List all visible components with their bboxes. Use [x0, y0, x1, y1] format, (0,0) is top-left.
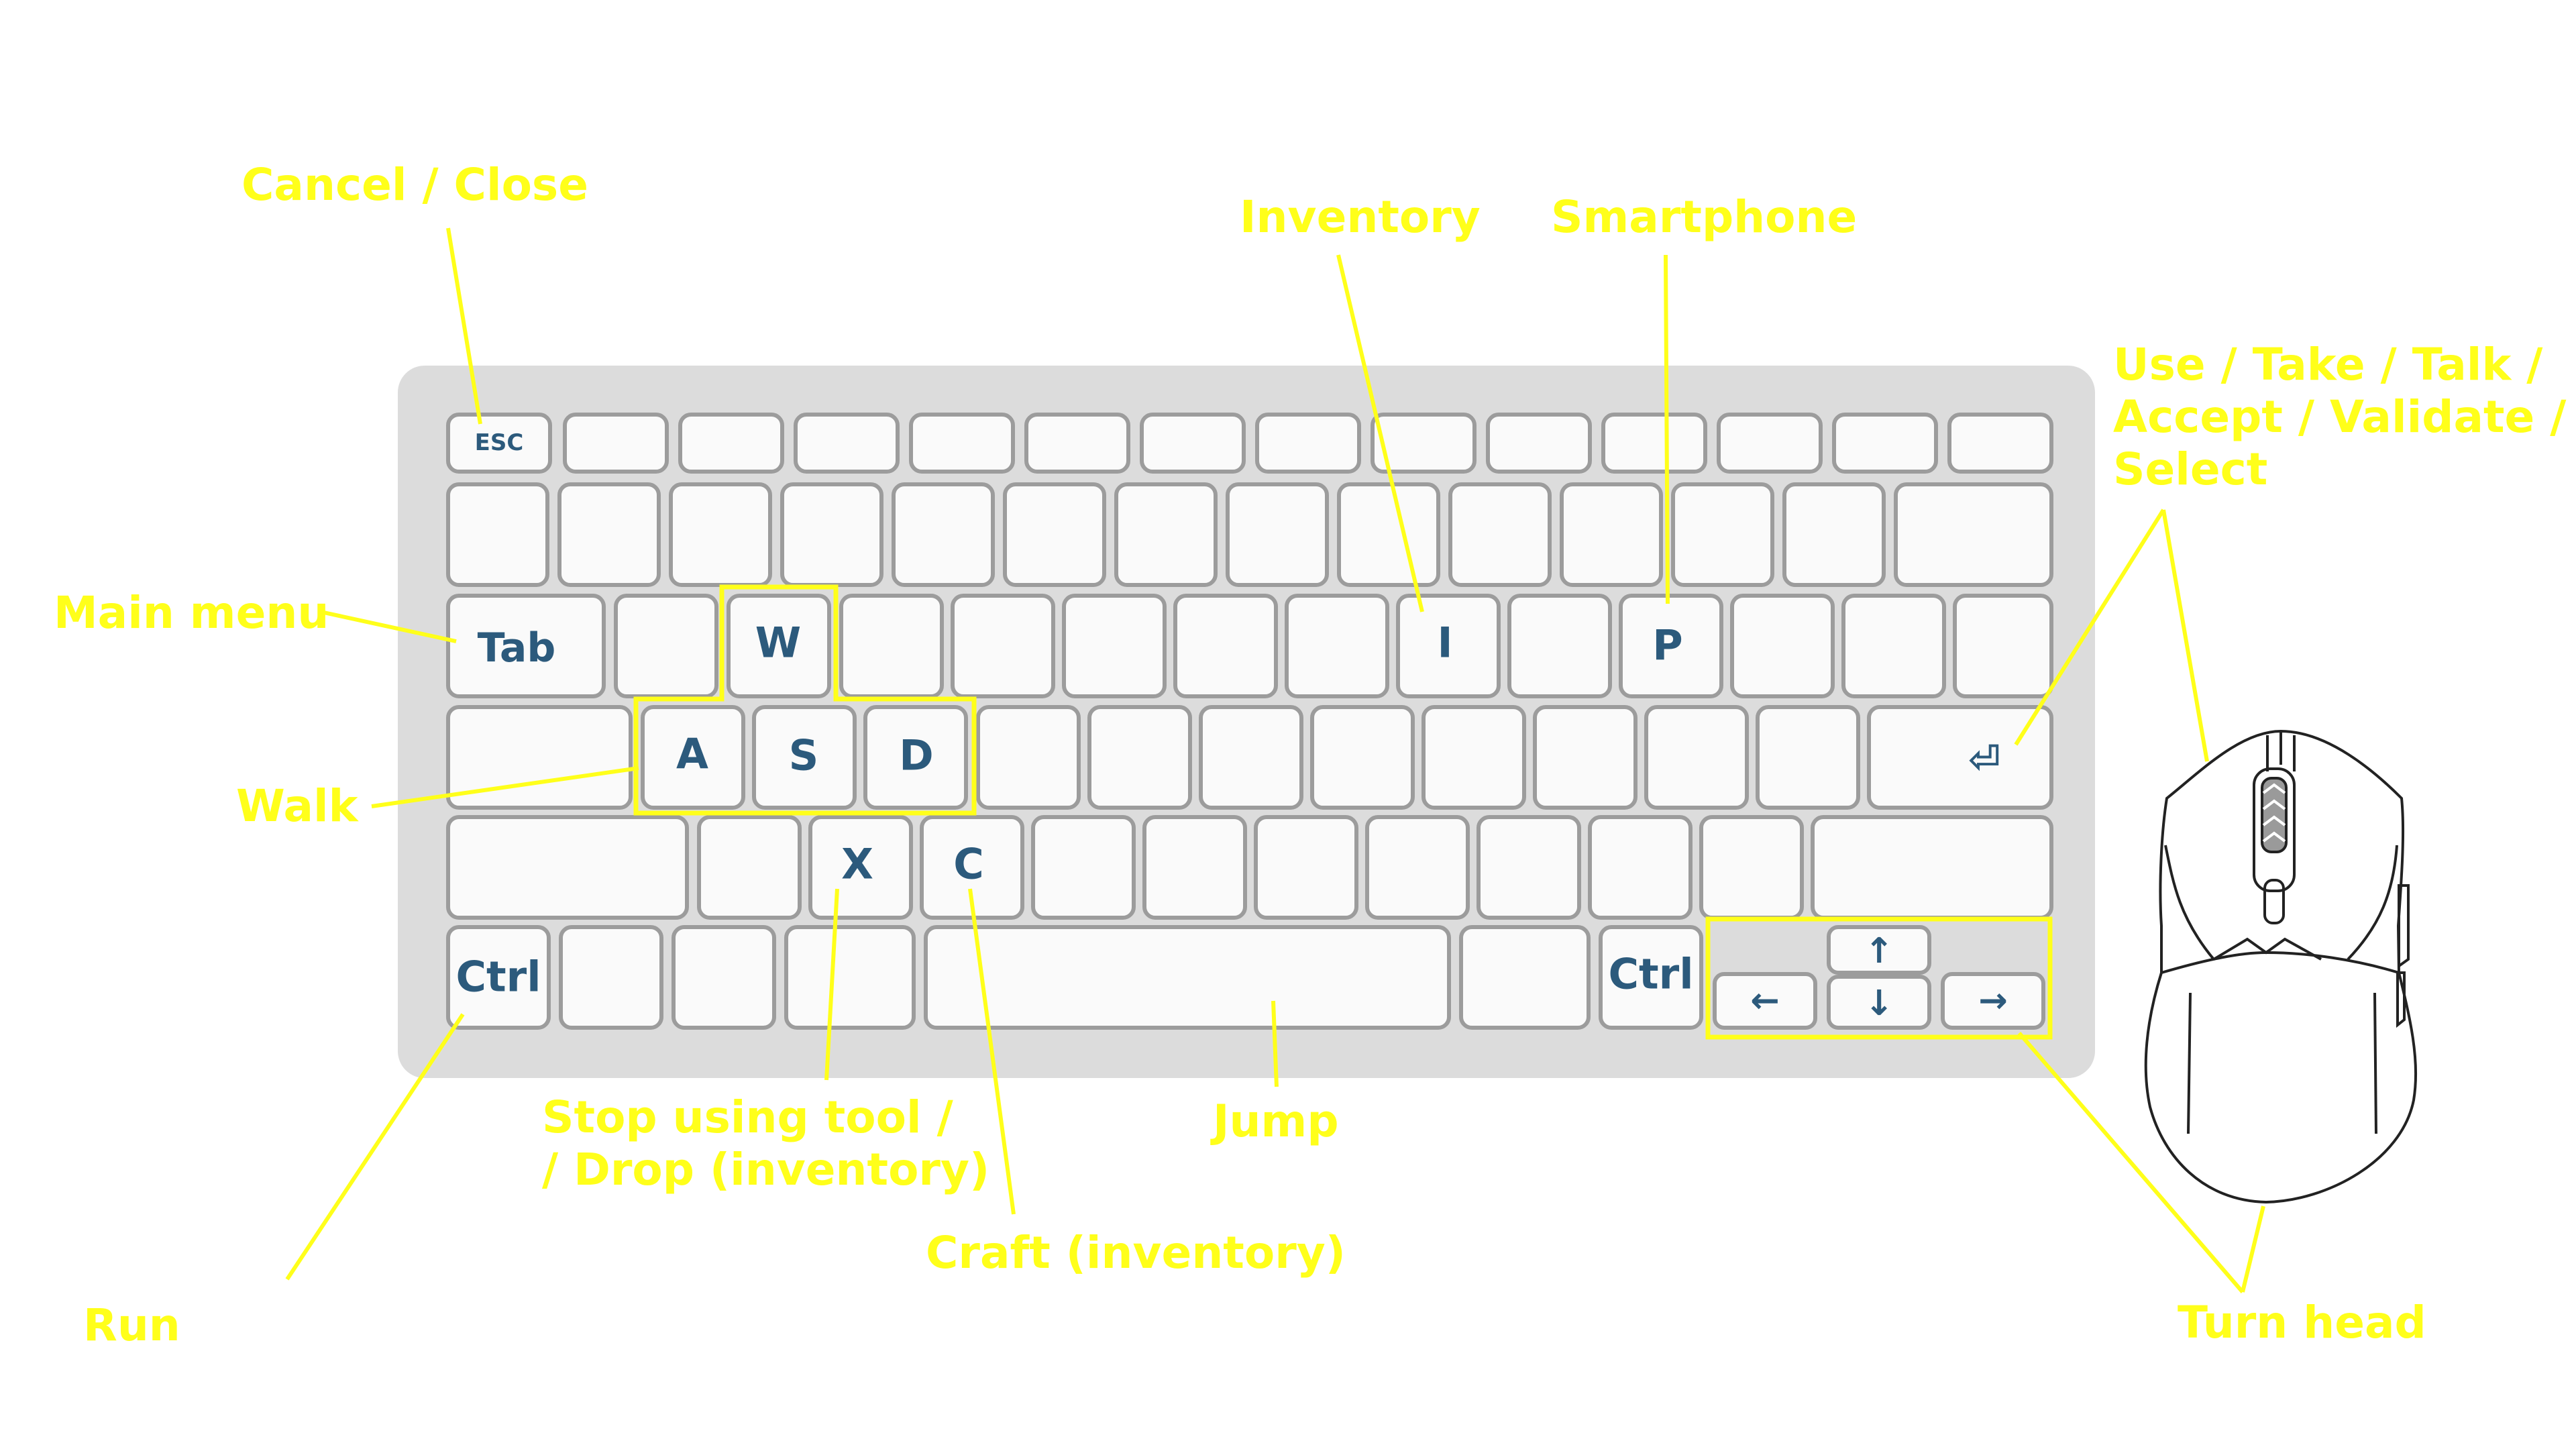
- row-home: [446, 705, 2053, 810]
- label-jump: Jump: [1210, 1095, 1339, 1147]
- key-d: [863, 705, 968, 810]
- key-ctrl-left: [446, 925, 551, 1030]
- label-main-menu: Main menu: [54, 587, 329, 639]
- row-qwerty: [446, 594, 2053, 698]
- key-p: [1619, 594, 1723, 698]
- label-use-line-1: Use / Take / Talk /: [2113, 339, 2543, 390]
- arrow-up-icon: ↑: [1864, 931, 1894, 971]
- leader-lines: [285, 227, 2265, 1293]
- key-x-label: X: [841, 840, 873, 889]
- label-inventory: Inventory: [1240, 191, 1481, 243]
- key-up: [1827, 925, 1931, 975]
- label-run: Run: [83, 1299, 180, 1351]
- key-ctrl-right: [1599, 925, 1703, 1030]
- key-esc: [446, 413, 552, 474]
- label-use-line-2: Accept / Validate /: [2113, 391, 2567, 443]
- mouse-icon: [2144, 729, 2418, 1204]
- enter-icon: ⏎: [1968, 737, 2001, 782]
- key-a-label: A: [676, 730, 708, 779]
- label-stop-line-1: Stop using tool /: [542, 1091, 954, 1143]
- key-left: [1713, 972, 1817, 1030]
- key-s: [752, 705, 857, 810]
- key-i: [1396, 594, 1501, 698]
- label-craft: Craft (inventory): [926, 1227, 1346, 1279]
- row-function-keys: [446, 413, 2053, 474]
- label-cancel-close: Cancel / Close: [241, 159, 588, 211]
- label-walk: Walk: [236, 780, 360, 832]
- label-turn-head: Turn head: [2178, 1297, 2426, 1348]
- key-space: [924, 925, 1451, 1030]
- scroll-wheel-icon: [2253, 767, 2296, 892]
- label-use-line-3: Select: [2113, 443, 2267, 495]
- label-smartphone: Smartphone: [1551, 191, 1857, 243]
- arrow-left-icon: ←: [1750, 981, 1780, 1021]
- highlight-arrows: [1705, 916, 2053, 1040]
- key-tab-label: Tab: [478, 625, 556, 672]
- key-esc-label: ESC: [475, 429, 524, 456]
- key-s-label: S: [789, 731, 819, 780]
- arrow-down-icon: ↓: [1864, 983, 1894, 1024]
- key-a: [641, 705, 745, 810]
- key-ctrl-right-label: Ctrl: [1609, 950, 1694, 999]
- key-c-label: C: [953, 840, 984, 889]
- label-stop-line-2: / Drop (inventory): [542, 1144, 989, 1195]
- key-right: [1941, 972, 2045, 1030]
- key-d-label: D: [899, 731, 933, 780]
- key-p-label: P: [1652, 621, 1682, 670]
- highlight-wasd: [633, 584, 977, 816]
- callouts: Cancel / Close Inventory Smartphone Use …: [54, 159, 2567, 1351]
- arrow-right-icon: →: [1978, 981, 2008, 1021]
- key-ctrl-left-label: Ctrl: [456, 953, 541, 1002]
- key-w: [727, 594, 831, 698]
- row-bottom-letters: [446, 815, 2053, 920]
- key-down: [1827, 975, 1931, 1030]
- key-w-label: W: [755, 619, 801, 667]
- row-modifiers: [446, 925, 2045, 1030]
- key-i-label: I: [1437, 619, 1452, 667]
- key-enter: [1867, 705, 2053, 810]
- row-number-keys: [446, 482, 2053, 587]
- key-tab: [446, 594, 606, 698]
